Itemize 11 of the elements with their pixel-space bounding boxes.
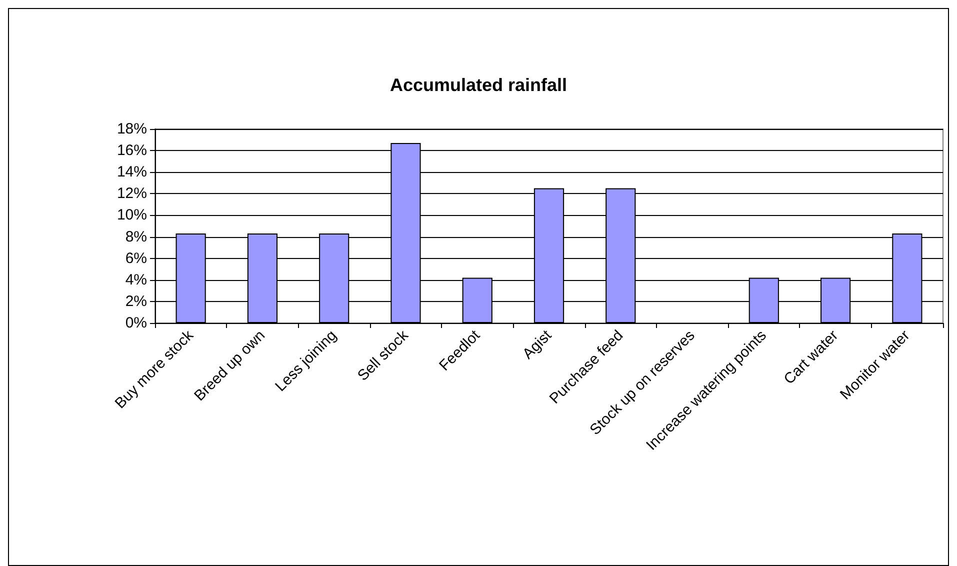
y-tick-label: 18% [116, 120, 147, 138]
y-tick-label: 4% [125, 271, 147, 288]
y-tick-label: 2% [125, 292, 147, 310]
y-tick-label: 0% [125, 314, 147, 332]
y-tick-label: 6% [125, 250, 147, 267]
chart-title: Accumulated rainfall [390, 75, 568, 95]
y-tick-label: 10% [116, 206, 147, 224]
y-tick-label: 12% [116, 185, 147, 202]
y-tick-label: 8% [125, 228, 147, 246]
y-tick-label: 16% [116, 142, 147, 160]
y-tick-label: 14% [116, 164, 147, 181]
